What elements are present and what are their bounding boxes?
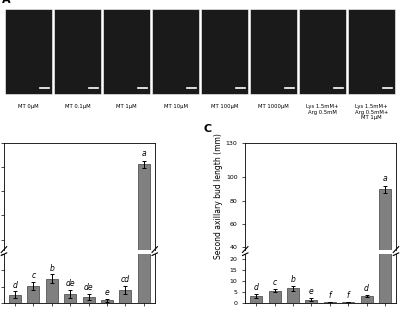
Bar [46, 274, 58, 288]
Bar [269, 291, 281, 303]
Bar [324, 302, 336, 303]
Text: MT 10μM: MT 10μM [164, 104, 188, 109]
Bar [250, 290, 262, 294]
Text: A: A [2, 0, 11, 5]
Bar [138, 164, 150, 288]
Text: e: e [309, 287, 314, 296]
Bar [269, 287, 281, 294]
Text: d: d [254, 283, 259, 292]
Text: cd: cd [121, 275, 130, 284]
Text: MT 1μM: MT 1μM [116, 104, 137, 109]
Text: C: C [203, 124, 211, 134]
Text: Lys 1.5mM+
Arg 0.5mM+
MT 1μM: Lys 1.5mM+ Arg 0.5mM+ MT 1μM [355, 104, 388, 120]
Bar [83, 297, 94, 303]
Bar [324, 293, 336, 294]
Bar [64, 283, 76, 288]
Bar [119, 290, 131, 303]
Bar [361, 290, 372, 294]
Text: d: d [12, 281, 18, 290]
Bar [306, 292, 317, 294]
Text: MT 0μM: MT 0μM [18, 104, 39, 109]
Text: c: c [31, 271, 36, 280]
Text: d: d [364, 284, 369, 293]
Text: MT 1000μM: MT 1000μM [258, 104, 289, 109]
Bar [101, 300, 113, 303]
Bar [119, 281, 131, 288]
Bar [101, 287, 113, 288]
Text: b: b [49, 264, 54, 273]
Bar [9, 284, 21, 288]
Text: f: f [347, 291, 350, 300]
Text: e: e [104, 288, 109, 297]
Bar [83, 285, 94, 288]
Bar [379, 104, 391, 303]
Bar [64, 294, 76, 303]
Bar [28, 278, 39, 288]
Text: MT 100μM: MT 100μM [211, 104, 238, 109]
Text: de: de [84, 283, 93, 292]
Text: Lys 1.5mM+
Arg 0.5mM: Lys 1.5mM+ Arg 0.5mM [306, 104, 339, 115]
Bar [287, 289, 299, 303]
Text: c: c [272, 278, 277, 287]
Bar [9, 295, 21, 303]
Text: de: de [65, 279, 75, 288]
Y-axis label: Second axillary bud length (mm): Second axillary bud length (mm) [214, 133, 223, 259]
Bar [361, 296, 372, 303]
Text: b: b [290, 275, 296, 284]
Bar [306, 299, 317, 303]
Bar [379, 189, 391, 294]
Bar [28, 286, 39, 303]
Text: a: a [383, 174, 387, 183]
Text: MT 0.1μM: MT 0.1μM [65, 104, 90, 109]
Bar [342, 293, 354, 294]
Bar [46, 278, 58, 303]
Bar [250, 296, 262, 303]
Bar [342, 302, 354, 303]
Bar [287, 286, 299, 294]
Text: a: a [142, 149, 146, 158]
Text: f: f [328, 291, 331, 300]
Bar [138, 96, 150, 303]
